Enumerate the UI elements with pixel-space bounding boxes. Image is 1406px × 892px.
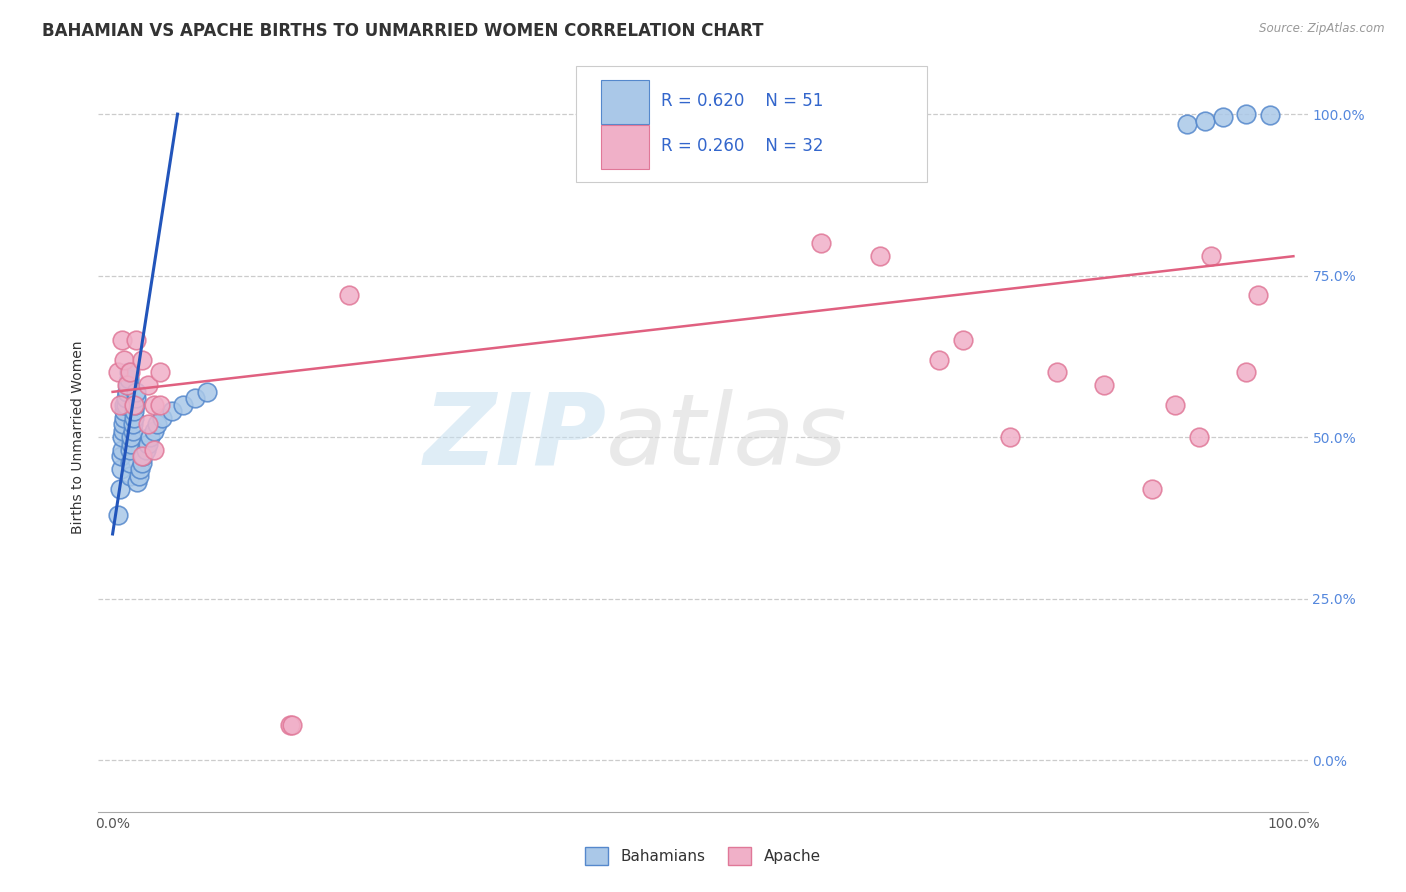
Point — [112, 417, 135, 432]
Point — [122, 410, 145, 425]
Point — [128, 468, 150, 483]
Point — [114, 392, 136, 406]
Point — [112, 404, 135, 418]
Point — [117, 378, 139, 392]
Point — [810, 236, 832, 251]
Point — [1234, 366, 1257, 380]
Point — [112, 410, 135, 425]
Point — [120, 366, 142, 380]
Text: ZIP: ZIP — [423, 389, 606, 485]
Point — [142, 442, 165, 457]
Point — [184, 392, 207, 406]
Point — [1212, 111, 1234, 125]
Point — [1258, 108, 1281, 122]
Point — [131, 352, 153, 367]
Point — [122, 398, 145, 412]
Point — [952, 333, 974, 347]
Point — [132, 450, 155, 464]
Point — [125, 384, 148, 399]
Point — [135, 442, 157, 457]
Point — [128, 462, 150, 476]
Point — [110, 450, 132, 464]
Point — [124, 398, 146, 412]
Point — [111, 430, 134, 444]
Point — [115, 378, 138, 392]
Text: R = 0.260    N = 32: R = 0.260 N = 32 — [661, 137, 823, 155]
Point — [121, 417, 143, 432]
Point — [125, 392, 148, 406]
Point — [1175, 117, 1198, 131]
Y-axis label: Births to Unmarried Women: Births to Unmarried Women — [72, 341, 86, 533]
Point — [127, 475, 149, 490]
Point — [1199, 249, 1222, 263]
FancyBboxPatch shape — [602, 79, 648, 124]
Point — [150, 410, 173, 425]
Point — [122, 404, 145, 418]
Point — [1164, 398, 1187, 412]
Point — [111, 333, 134, 347]
Point — [120, 468, 142, 483]
Point — [131, 456, 153, 470]
Legend: Bahamians, Apache: Bahamians, Apache — [579, 840, 827, 871]
Point — [160, 404, 183, 418]
Point — [121, 430, 143, 444]
Point — [142, 424, 165, 438]
Point — [136, 417, 159, 432]
Point — [112, 352, 135, 367]
Point — [108, 398, 131, 412]
Point — [142, 398, 165, 412]
Point — [149, 366, 172, 380]
Point — [115, 384, 138, 399]
Point — [108, 482, 131, 496]
Point — [1140, 482, 1163, 496]
Point — [107, 366, 129, 380]
Point — [337, 288, 360, 302]
Text: BAHAMIAN VS APACHE BIRTHS TO UNMARRIED WOMEN CORRELATION CHART: BAHAMIAN VS APACHE BIRTHS TO UNMARRIED W… — [42, 22, 763, 40]
Text: R = 0.620    N = 51: R = 0.620 N = 51 — [661, 92, 823, 110]
Point — [998, 430, 1021, 444]
Point — [112, 398, 135, 412]
Point — [118, 372, 141, 386]
Point — [117, 378, 139, 392]
Point — [115, 384, 138, 399]
Point — [118, 366, 141, 380]
Point — [110, 462, 132, 476]
Point — [1194, 113, 1216, 128]
Point — [112, 424, 135, 438]
Text: Source: ZipAtlas.com: Source: ZipAtlas.com — [1260, 22, 1385, 36]
Point — [111, 442, 134, 457]
Point — [125, 333, 148, 347]
Text: atlas: atlas — [606, 389, 848, 485]
Point — [121, 424, 143, 438]
Point — [120, 456, 142, 470]
Point — [869, 249, 891, 263]
Point — [107, 508, 129, 522]
Point — [1046, 366, 1069, 380]
Point — [139, 430, 162, 444]
Point — [1247, 288, 1270, 302]
Point — [131, 450, 153, 464]
Point — [1234, 107, 1257, 121]
FancyBboxPatch shape — [602, 125, 648, 169]
Point — [195, 384, 218, 399]
Point — [136, 378, 159, 392]
Point — [146, 417, 169, 432]
Point — [149, 398, 172, 412]
Point — [278, 717, 301, 731]
Point — [121, 436, 143, 450]
Point — [281, 717, 304, 731]
Point — [172, 398, 194, 412]
Point — [1188, 430, 1211, 444]
Point — [136, 436, 159, 450]
Point — [114, 398, 136, 412]
FancyBboxPatch shape — [576, 66, 927, 182]
Point — [928, 352, 950, 367]
Point — [1094, 378, 1116, 392]
Point — [120, 442, 142, 457]
